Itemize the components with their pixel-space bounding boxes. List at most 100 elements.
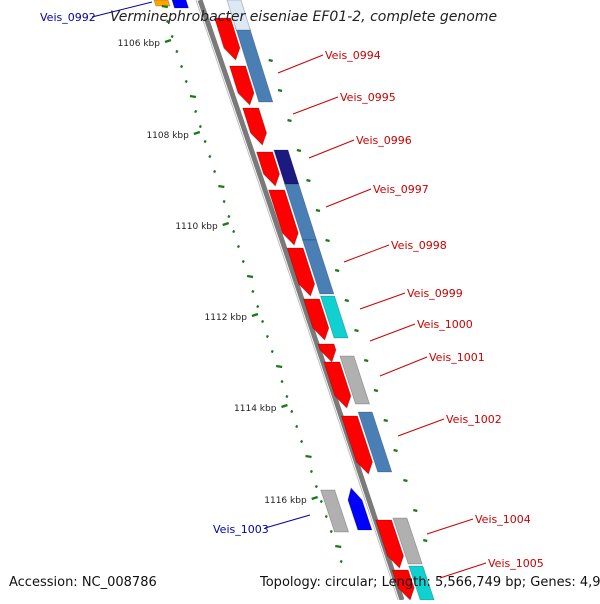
feature-tick (306, 178, 311, 183)
forward-cds-10 (340, 415, 373, 475)
forward-gene-label[interactable]: Veis_1005 (488, 557, 544, 570)
feature-tick (268, 58, 273, 63)
ruler-label: 1106 kbp (118, 39, 161, 49)
leader-line (264, 514, 311, 529)
feature-tick (422, 538, 428, 543)
reverse-gene-label[interactable]: Veis_0992 (40, 11, 96, 24)
cog-track-block-7 (357, 411, 393, 473)
leader-line (379, 356, 428, 377)
forward-cds-12 (391, 569, 415, 601)
reverse-cog-block-veis-1003 (320, 489, 350, 533)
forward-cds-6 (286, 247, 316, 297)
ruler-tick (314, 484, 318, 489)
forward-gene-label[interactable]: Veis_0998 (391, 239, 447, 252)
forward-gene-label[interactable]: Veis_1001 (429, 351, 485, 364)
forward-cds-7 (302, 298, 330, 341)
genome-backbone (197, 0, 405, 601)
feature-tick (277, 88, 283, 93)
forward-gene-label[interactable]: Veis_0994 (325, 49, 381, 62)
ruler-tick (189, 94, 197, 99)
ruler-tick (236, 244, 241, 249)
ruler-tick (203, 139, 207, 144)
ruler-tick (170, 34, 174, 39)
cog-track-block-top (226, 0, 251, 31)
ruler-label: 1108 kbp (146, 131, 189, 141)
ruler-tick (290, 409, 294, 414)
feature-tick (315, 208, 321, 213)
ruler-tick (275, 364, 283, 369)
ruler-tick (241, 259, 245, 264)
feature-tick (296, 148, 302, 153)
ruler-tick (280, 379, 284, 384)
forward-gene-label[interactable]: Veis_1000 (417, 318, 473, 331)
forward-cds-8 (317, 343, 337, 363)
feature-tick (334, 268, 340, 273)
cog-track-block-8 (392, 517, 423, 565)
forward-gene-label[interactable]: Veis_0999 (407, 287, 463, 300)
ruler-tick (251, 289, 255, 294)
ruler-tick (161, 4, 169, 9)
reverse-cds-top (171, 0, 190, 9)
reverse-gene-label[interactable]: Veis_1003 (213, 523, 269, 536)
forward-cds-2 (229, 65, 255, 106)
ruler-tick (184, 79, 188, 84)
ruler-tick (295, 424, 299, 429)
genome-summary-text: Topology: circular; Length: 5,566,749 bp… (260, 575, 600, 590)
forward-gene-label[interactable]: Veis_1004 (475, 513, 531, 526)
ruler-tick (319, 499, 323, 504)
ruler-major-tick (251, 312, 259, 318)
ruler-tick (175, 49, 179, 54)
feature-tick (363, 358, 369, 363)
ruler-tick (265, 334, 269, 339)
ruler-tick (227, 214, 231, 219)
ruler-label: 1114 kbp (234, 404, 277, 414)
map-title: Verminephrobacter eiseniae EF01-2, compl… (110, 9, 498, 25)
cog-track-block-4 (302, 239, 335, 295)
leader-line (91, 1, 153, 18)
cog-track-block-5 (319, 295, 349, 339)
ruler-tick (246, 274, 254, 279)
leader-line (426, 518, 474, 535)
ruler-major-tick (222, 221, 230, 227)
ruler-major-tick (311, 495, 319, 501)
leader-line (325, 188, 372, 208)
leader-line (439, 562, 487, 579)
leader-line (292, 96, 339, 115)
leader-line (369, 323, 416, 342)
forward-cds-4 (256, 151, 280, 187)
ruler-tick (194, 109, 198, 114)
ruler-major-tick (164, 38, 172, 44)
feature-tick (287, 118, 292, 123)
forward-gene-label[interactable]: Veis_0996 (356, 134, 412, 147)
ruler-tick (329, 529, 333, 534)
ruler-tick (180, 64, 184, 69)
forward-cds-5 (268, 189, 299, 246)
ruler-tick (222, 199, 226, 204)
ruler-tick (256, 304, 260, 309)
ruler-tick (339, 559, 343, 564)
feature-tick (325, 238, 330, 243)
feature-tick (403, 478, 408, 483)
leader-line (359, 292, 406, 310)
feature-tick (344, 298, 350, 303)
ruler-tick (232, 229, 236, 234)
ruler-tick (300, 439, 304, 444)
leader-line (343, 244, 390, 263)
forward-cds-9 (323, 361, 352, 409)
ruler-tick (270, 349, 274, 354)
accession-text: Accession: NC_008786 (9, 575, 157, 590)
ruler-label: 1116 kbp (264, 496, 307, 506)
forward-gene-label[interactable]: Veis_0997 (373, 183, 429, 196)
forward-gene-label[interactable]: Veis_1002 (446, 413, 502, 426)
feature-tick (413, 508, 418, 513)
feature-tick (354, 328, 359, 333)
reverse-cog-block-top (153, 0, 171, 7)
ruler-label: 1110 kbp (175, 222, 218, 232)
ruler-tick (309, 469, 313, 474)
ruler-major-tick (281, 403, 288, 409)
forward-gene-label[interactable]: Veis_0995 (340, 91, 396, 104)
feature-tick (373, 388, 379, 393)
ruler-tick (335, 544, 342, 549)
ruler-tick (198, 124, 202, 129)
